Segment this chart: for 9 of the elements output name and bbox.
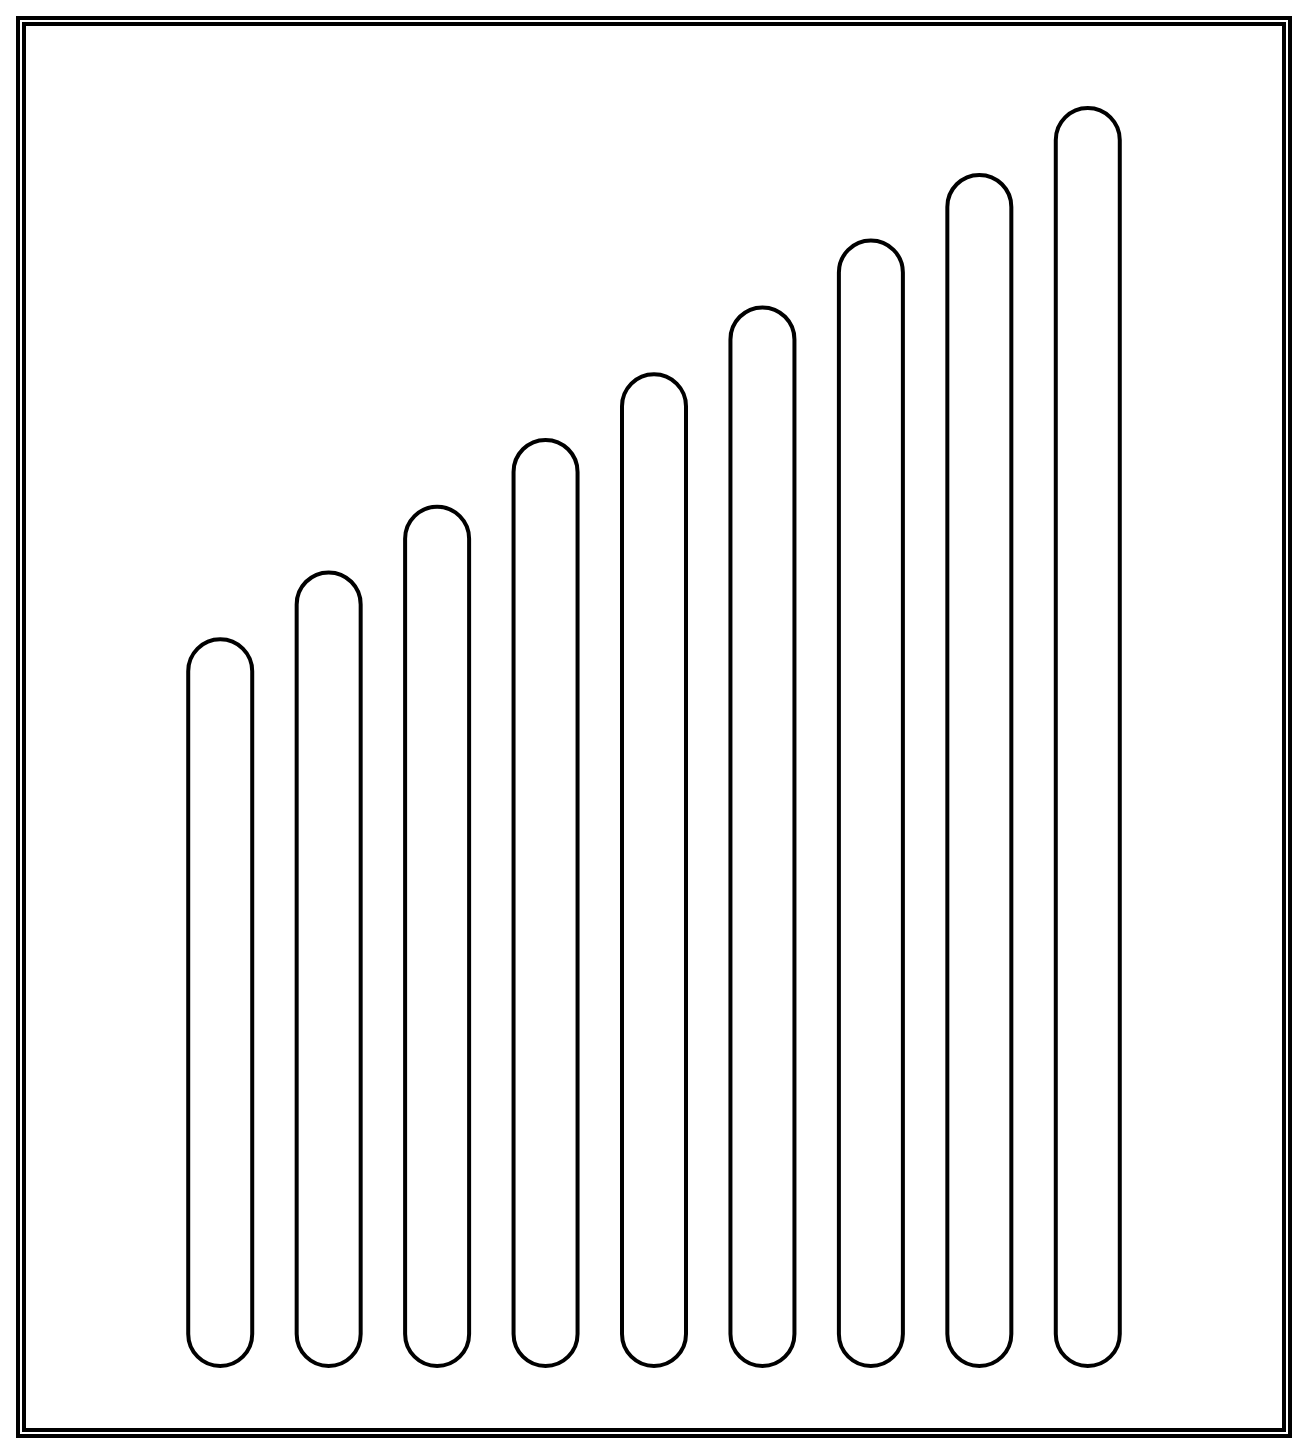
- bar: [403, 504, 472, 1368]
- bar: [511, 437, 580, 1368]
- bar: [620, 372, 688, 1368]
- bar: [836, 238, 905, 1368]
- bar: [186, 637, 255, 1368]
- bar: [1053, 106, 1122, 1368]
- bar: [945, 172, 1014, 1368]
- bar: [294, 570, 363, 1368]
- bar: [728, 305, 797, 1368]
